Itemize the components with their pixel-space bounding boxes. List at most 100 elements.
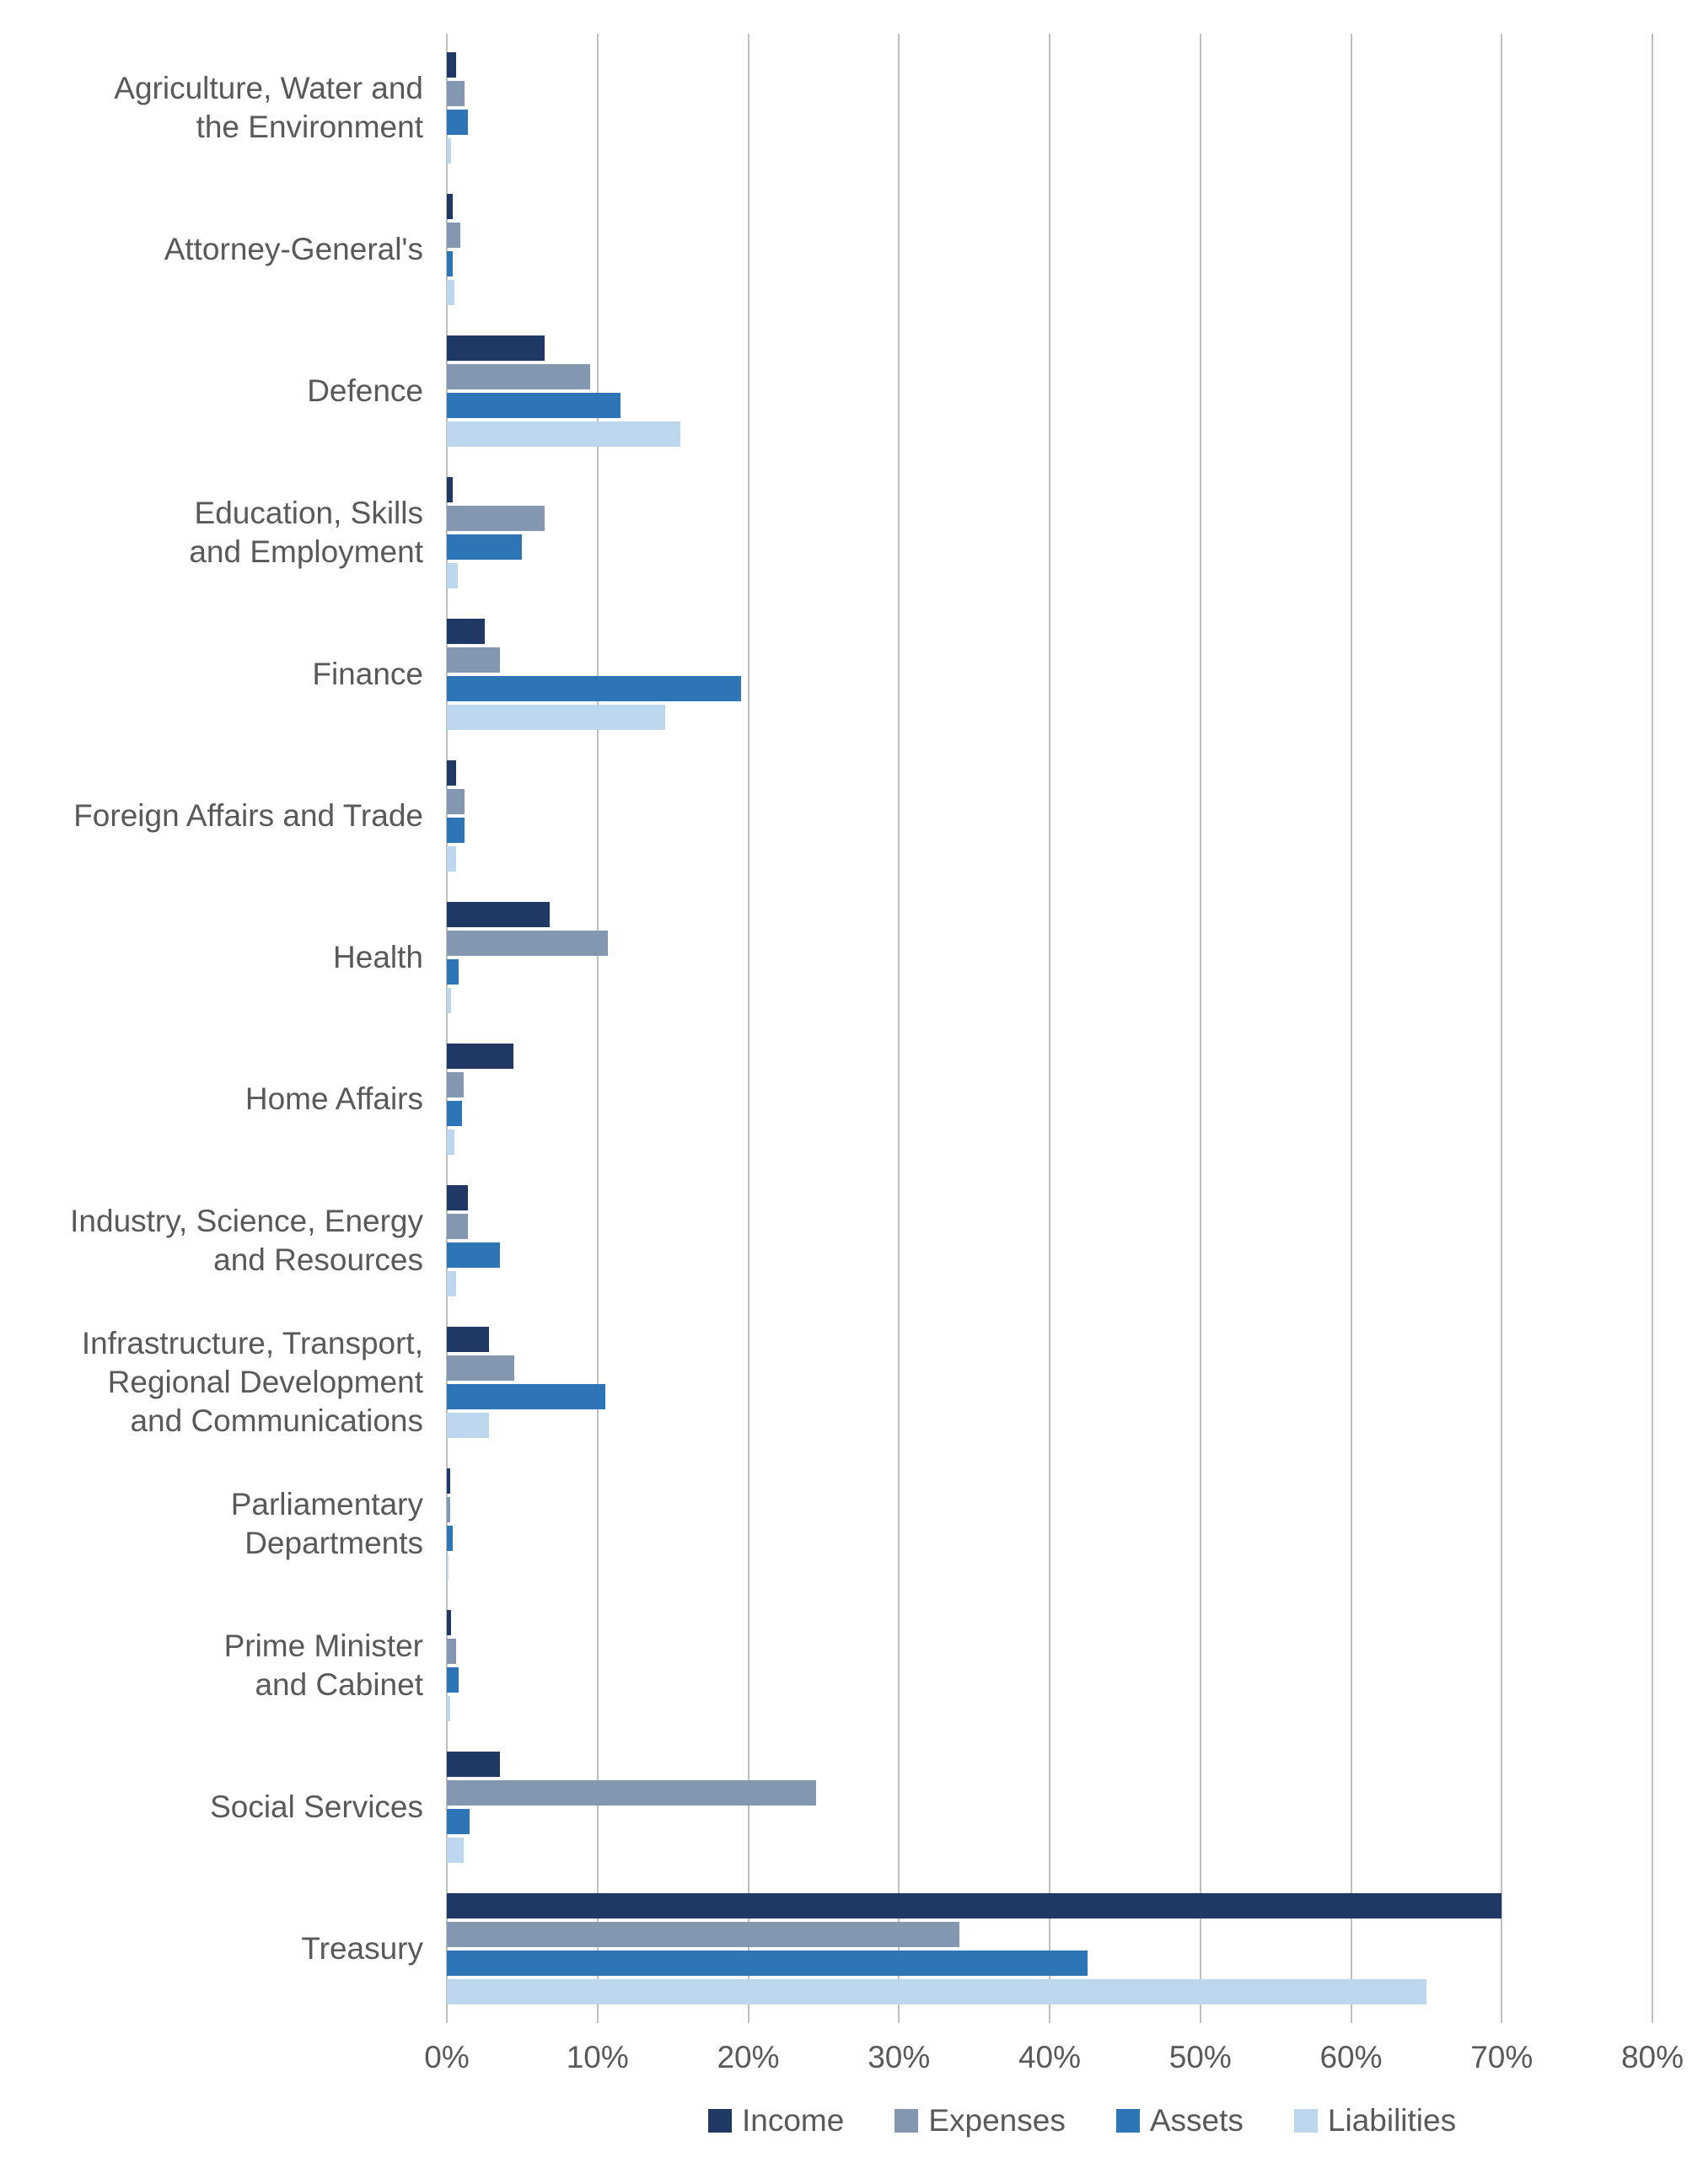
legend-label: Expenses — [928, 2103, 1066, 2138]
category-label: Prime Ministerand Cabinet — [0, 1627, 438, 1705]
legend-swatch-icon — [894, 2109, 918, 2133]
x-axis-tick-label: 0% — [396, 2040, 497, 2075]
bar-liabilities — [447, 1696, 450, 1721]
bar-income — [447, 619, 485, 644]
gridline — [446, 34, 448, 2023]
legend-item-income: Income — [708, 2103, 844, 2138]
bar-income — [447, 1468, 450, 1494]
gridline — [748, 34, 749, 2023]
legend-label: Income — [742, 2103, 844, 2138]
bar-assets — [447, 393, 620, 418]
bar-expenses — [447, 364, 590, 389]
legend-item-liabilities: Liabilities — [1294, 2103, 1456, 2138]
bar-liabilities — [447, 280, 454, 305]
gridline — [1501, 34, 1502, 2023]
bar-expenses — [447, 506, 545, 531]
bar-assets — [447, 110, 468, 135]
x-axis-tick-label: 70% — [1451, 2040, 1552, 2075]
bar-liabilities — [447, 846, 456, 872]
category-label: Social Services — [0, 1788, 438, 1827]
gridline — [1200, 34, 1201, 2023]
bar-income — [447, 52, 456, 78]
bar-expenses — [447, 1355, 514, 1381]
bar-income — [447, 194, 453, 219]
category-label: Defence — [0, 372, 438, 411]
category-label: Home Affairs — [0, 1080, 438, 1119]
gridline — [1049, 34, 1050, 2023]
category-label: Agriculture, Water andthe Environment — [0, 69, 438, 148]
gridline — [898, 34, 900, 2023]
gridline — [1652, 34, 1653, 2023]
chart-legend: Income Expenses Assets Liabilities — [708, 2103, 1456, 2138]
bar-assets — [447, 1384, 605, 1409]
bar-liabilities — [447, 1838, 464, 1863]
legend-item-assets: Assets — [1116, 2103, 1244, 2138]
bar-assets — [447, 1951, 1088, 1976]
bar-assets — [447, 818, 465, 843]
x-axis-tick-label: 50% — [1150, 2040, 1251, 2075]
bar-income — [447, 1893, 1502, 1918]
bar-expenses — [447, 1780, 816, 1806]
category-label: Industry, Science, Energyand Resources — [0, 1202, 438, 1280]
category-label: Education, Skillsand Employment — [0, 494, 438, 572]
x-axis-tick-label: 80% — [1602, 2040, 1703, 2075]
legend-item-expenses: Expenses — [894, 2103, 1066, 2138]
bar-assets — [447, 251, 453, 276]
x-axis-tick-label: 20% — [698, 2040, 799, 2075]
bar-liabilities — [447, 1979, 1426, 2004]
legend-label: Liabilities — [1328, 2103, 1456, 2138]
bar-expenses — [447, 1214, 468, 1239]
bar-assets — [447, 1242, 500, 1268]
x-axis-tick-label: 30% — [848, 2040, 949, 2075]
bar-liabilities — [447, 563, 458, 588]
bar-liabilities — [447, 1271, 456, 1296]
bar-expenses — [447, 1072, 464, 1097]
bar-liabilities — [447, 705, 665, 730]
bar-assets — [447, 676, 741, 701]
category-label: Foreign Affairs and Trade — [0, 797, 438, 835]
bar-assets — [447, 1101, 462, 1126]
x-axis-tick-label: 10% — [547, 2040, 648, 2075]
bar-income — [447, 902, 550, 927]
bar-liabilities — [447, 1554, 449, 1580]
legend-swatch-icon — [708, 2109, 732, 2133]
x-axis-tick-label: 40% — [999, 2040, 1100, 2075]
bar-income — [447, 1610, 451, 1635]
bar-income — [447, 1327, 489, 1352]
bar-expenses — [447, 931, 608, 956]
bar-income — [447, 1044, 513, 1069]
bar-expenses — [447, 1497, 450, 1522]
category-label: Treasury — [0, 1929, 438, 1968]
bar-income — [447, 1185, 468, 1210]
legend-swatch-icon — [1294, 2109, 1318, 2133]
gridline — [597, 34, 599, 2023]
legend-swatch-icon — [1116, 2109, 1140, 2133]
bar-expenses — [447, 81, 465, 106]
bar-income — [447, 760, 456, 786]
bar-liabilities — [447, 1413, 489, 1438]
chart-container: Income Expenses Assets Liabilities 0% 10% 20%… — [0, 0, 1703, 2184]
bar-assets — [447, 534, 522, 560]
bar-income — [447, 1752, 500, 1777]
x-axis-tick-label: 60% — [1301, 2040, 1402, 2075]
category-label: ParliamentaryDepartments — [0, 1485, 438, 1564]
bar-liabilities — [447, 988, 451, 1013]
bar-assets — [447, 959, 459, 985]
category-label: Health — [0, 938, 438, 977]
bar-assets — [447, 1667, 459, 1693]
plot-area — [447, 34, 1652, 2023]
bar-expenses — [447, 1922, 959, 1947]
category-label: Finance — [0, 655, 438, 694]
bar-income — [447, 335, 545, 361]
gridline — [1351, 34, 1352, 2023]
bar-liabilities — [447, 421, 680, 447]
category-label: Attorney-General's — [0, 230, 438, 269]
bar-expenses — [447, 223, 460, 248]
bar-liabilities — [447, 1130, 454, 1155]
category-label: Infrastructure, Transport,Regional Devel… — [0, 1324, 438, 1441]
legend-label: Assets — [1150, 2103, 1244, 2138]
bar-assets — [447, 1809, 470, 1834]
bar-income — [447, 477, 453, 502]
bar-expenses — [447, 1639, 456, 1664]
bar-assets — [447, 1526, 453, 1551]
